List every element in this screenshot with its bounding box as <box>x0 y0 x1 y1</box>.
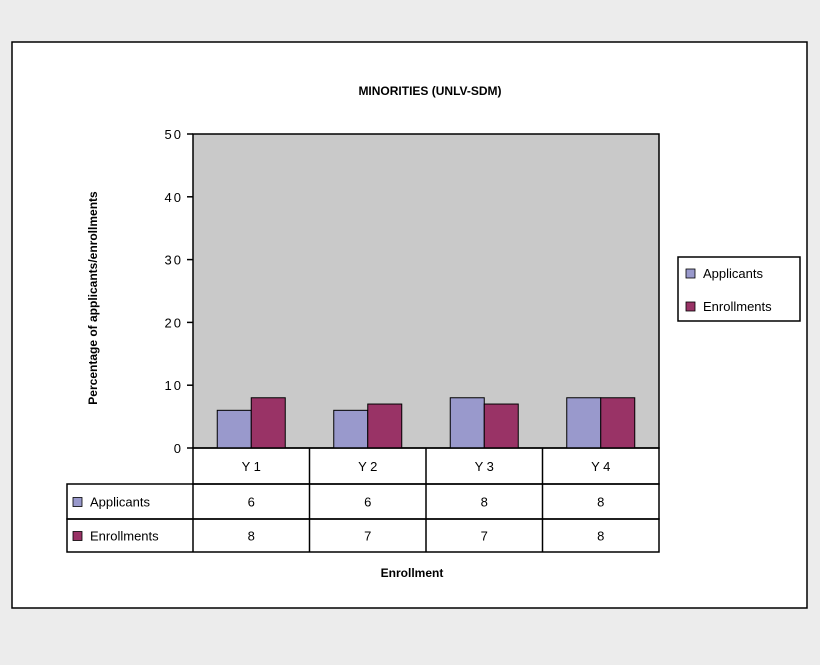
category-label: Y 4 <box>591 459 610 474</box>
table-series-name: Applicants <box>90 495 150 510</box>
data-label: 8 <box>597 529 604 544</box>
data-table: Y 1 Y 2 Y 3 Y 4 Applicants 6 6 8 8 Enrollments 8 7 7… <box>66 447 660 553</box>
y-axis: 0 10 20 30 40 50 <box>165 127 193 456</box>
data-label: 7 <box>481 529 488 544</box>
data-label: 6 <box>248 495 255 510</box>
data-label: 8 <box>248 529 255 544</box>
legend-label: Applicants <box>703 266 763 281</box>
data-label: 8 <box>481 495 488 510</box>
table-series-swatch <box>72 531 83 541</box>
y-tick-label: 10 <box>165 378 183 393</box>
bar-enrollments-3 <box>483 403 519 449</box>
bar-applicants-2 <box>333 409 369 449</box>
data-label: 8 <box>597 495 604 510</box>
data-label: 6 <box>364 495 371 510</box>
plot-area <box>192 133 660 449</box>
y-tick-label: 20 <box>165 315 183 330</box>
legend-label: Enrollments <box>703 299 772 314</box>
bar-applicants-4 <box>566 397 602 449</box>
bars <box>216 397 636 449</box>
category-label: Y 1 <box>242 459 261 474</box>
data-label: 7 <box>364 529 371 544</box>
legend-box <box>677 256 801 322</box>
y-axis-title: Percentage of applicants/enrollments <box>86 191 100 405</box>
bar-enrollments-1 <box>250 397 286 449</box>
legend-swatch <box>685 301 696 312</box>
bar-enrollments-2 <box>367 403 403 449</box>
bar-applicants-1 <box>216 409 252 449</box>
chart-title: MINORITIES (UNLV-SDM) <box>358 84 501 98</box>
category-label: Y 2 <box>358 459 377 474</box>
x-axis-title: Enrollment <box>381 566 444 580</box>
table-row <box>66 518 660 553</box>
legend: Applicants Enrollments <box>677 256 801 322</box>
y-tick-label: 30 <box>165 253 183 268</box>
bar-enrollments-4 <box>600 397 636 449</box>
table-series-swatch <box>72 497 83 507</box>
y-tick-label: 0 <box>174 441 183 456</box>
y-tick-label: 50 <box>165 127 183 142</box>
bar-applicants-3 <box>449 397 485 449</box>
category-label: Y 3 <box>475 459 494 474</box>
legend-swatch <box>685 268 696 279</box>
y-tick-label: 40 <box>165 190 183 205</box>
table-series-name: Enrollments <box>90 529 159 544</box>
